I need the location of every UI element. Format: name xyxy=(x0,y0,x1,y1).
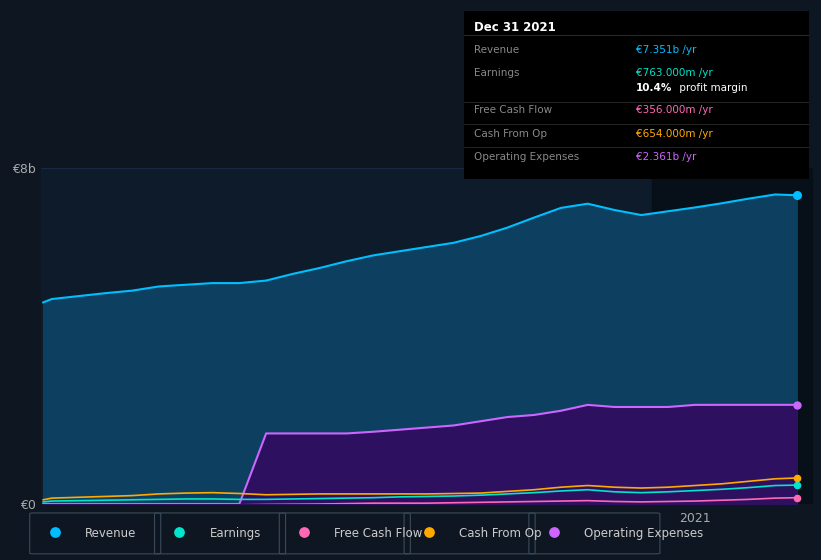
Point xyxy=(790,191,803,200)
Point xyxy=(790,474,803,483)
Text: Operating Expenses: Operating Expenses xyxy=(584,527,703,540)
Point xyxy=(423,528,436,537)
Text: €654.000m /yr: €654.000m /yr xyxy=(636,129,713,139)
Point xyxy=(790,480,803,489)
Point xyxy=(48,528,62,537)
Text: Free Cash Flow: Free Cash Flow xyxy=(475,105,553,115)
Text: €2.361b /yr: €2.361b /yr xyxy=(636,152,697,162)
Text: profit margin: profit margin xyxy=(676,83,747,94)
Text: Earnings: Earnings xyxy=(209,527,261,540)
Text: €763.000m /yr: €763.000m /yr xyxy=(636,68,713,78)
Bar xyxy=(652,168,813,504)
Text: Dec 31 2021: Dec 31 2021 xyxy=(475,21,556,34)
Point xyxy=(548,528,561,537)
Text: Free Cash Flow: Free Cash Flow xyxy=(334,527,423,540)
Text: Operating Expenses: Operating Expenses xyxy=(475,152,580,162)
Text: Revenue: Revenue xyxy=(85,527,136,540)
Text: €7.351b /yr: €7.351b /yr xyxy=(636,45,697,55)
Point xyxy=(298,528,311,537)
Point xyxy=(790,493,803,502)
Text: 10.4%: 10.4% xyxy=(636,83,672,94)
Point xyxy=(173,528,186,537)
Text: Cash From Op: Cash From Op xyxy=(475,129,548,139)
Text: €356.000m /yr: €356.000m /yr xyxy=(636,105,713,115)
Text: Cash From Op: Cash From Op xyxy=(459,527,542,540)
Text: Revenue: Revenue xyxy=(475,45,520,55)
Point xyxy=(790,400,803,409)
Text: Earnings: Earnings xyxy=(475,68,520,78)
